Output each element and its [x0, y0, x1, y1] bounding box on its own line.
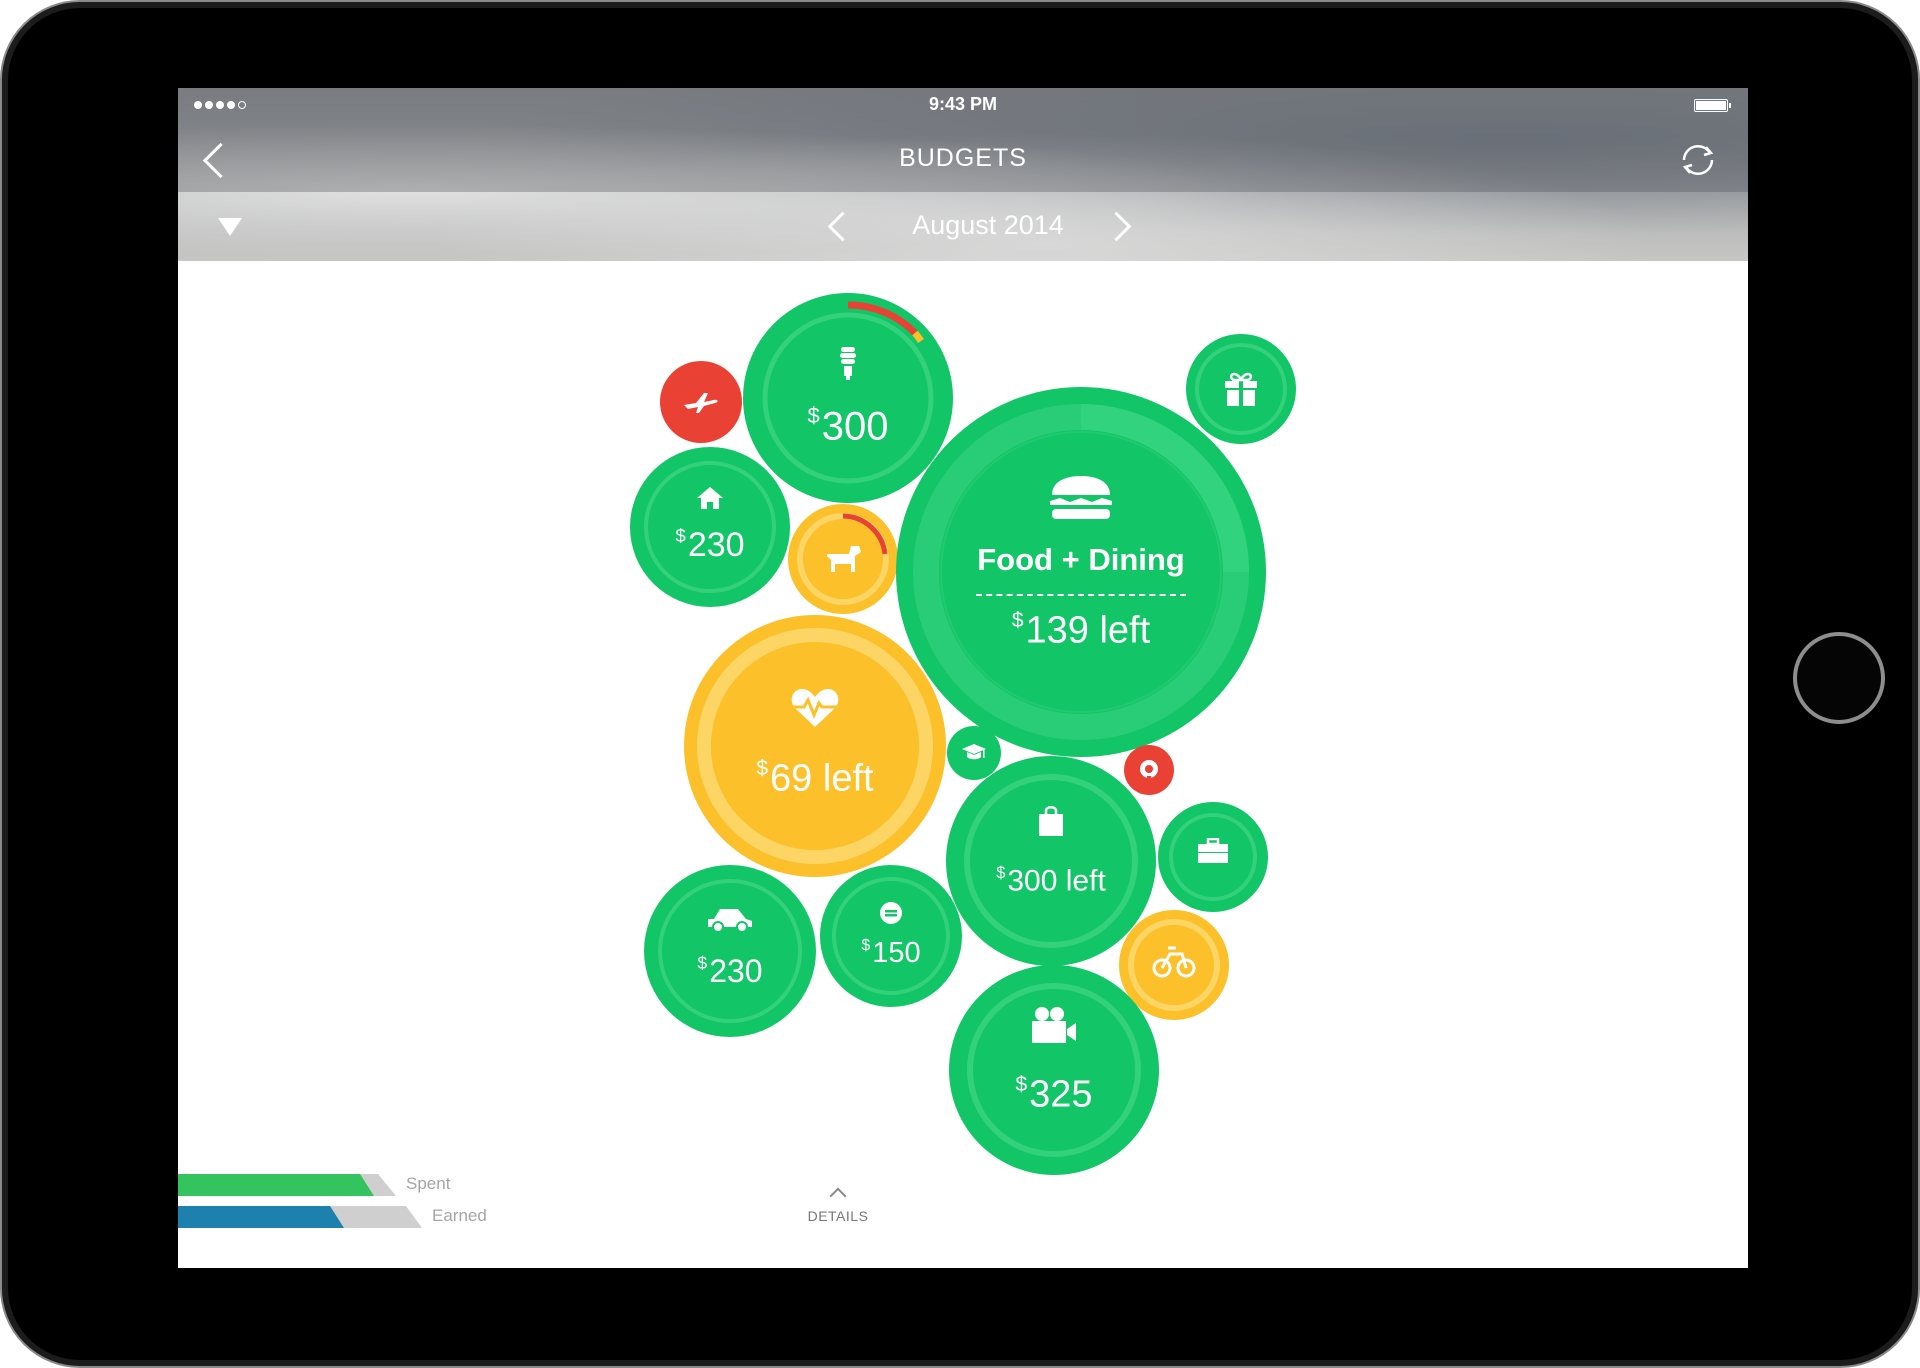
- graduation-cap-icon: [962, 744, 986, 760]
- earned-label: Earned: [432, 1206, 487, 1225]
- previous-month-chevron-icon[interactable]: [827, 211, 858, 242]
- budget-bubble-gifts[interactable]: [1186, 334, 1296, 444]
- shopping-amount: $300 left: [996, 864, 1106, 898]
- budget-bubble-kids[interactable]: [1119, 910, 1229, 1020]
- status-bar: 9:43 PM: [178, 88, 1748, 124]
- filter-triangle-icon[interactable]: [218, 218, 242, 236]
- budget-bubble-education[interactable]: [947, 726, 1001, 780]
- dog-icon: [827, 546, 861, 572]
- food-dining-divider: [976, 594, 1186, 596]
- earned-bar: [178, 1206, 344, 1228]
- entertainment-amount: $325: [1015, 1073, 1093, 1116]
- auto-amount: $230: [697, 953, 763, 990]
- home-button[interactable]: [1793, 632, 1885, 724]
- burger-icon: [1050, 476, 1112, 519]
- header-background: [178, 88, 1748, 261]
- budget-bubble-utilities[interactable]: $300: [743, 293, 953, 503]
- budget-bubble-home[interactable]: $230: [630, 447, 790, 607]
- utilities-progress-ring: [762, 301, 934, 484]
- budget-bubble-personal-care[interactable]: [1124, 745, 1174, 795]
- gift-icon: [1225, 372, 1257, 406]
- fees-amount: $150: [861, 937, 921, 969]
- signal-strength-icon: [194, 101, 246, 109]
- heart-pulse-icon: [791, 689, 839, 727]
- home-amount: $230: [675, 525, 745, 565]
- hair-dryer-icon: [1140, 760, 1158, 781]
- details-label: DETAILS: [807, 1208, 869, 1224]
- tricycle-icon: [1152, 946, 1196, 978]
- budget-bubble-travel[interactable]: [660, 361, 742, 443]
- spent-bar: [178, 1174, 374, 1196]
- budget-bubble-business[interactable]: [1158, 802, 1268, 912]
- airplane-icon: [684, 393, 718, 413]
- house-icon: [697, 487, 723, 509]
- budget-bubble-food-dining[interactable]: Food + Dining $139 left: [896, 387, 1266, 757]
- budget-bubble-auto[interactable]: $230: [644, 865, 816, 1037]
- fees-icon: [880, 902, 902, 924]
- briefcase-icon: [1198, 838, 1228, 863]
- lightbulb-icon: [840, 347, 856, 380]
- budget-bubble-pets[interactable]: [788, 504, 898, 614]
- details-button[interactable]: DETAILS: [788, 1182, 888, 1224]
- food-dining-amount: $139 left: [1011, 609, 1151, 652]
- month-label: August 2014: [912, 210, 1064, 240]
- food-dining-title: Food + Dining: [977, 542, 1185, 577]
- shopping-bag-icon: [1039, 806, 1063, 836]
- utilities-amount: $300: [807, 403, 889, 449]
- month-selector: August 2014: [178, 192, 1748, 261]
- spent-earned-legend: Spent Earned: [178, 1174, 598, 1234]
- car-icon: [708, 909, 752, 933]
- budget-bubble-health[interactable]: $69 left: [684, 615, 946, 877]
- status-time: 9:43 PM: [928, 94, 998, 114]
- budget-bubble-entertainment[interactable]: $325: [949, 965, 1159, 1175]
- video-camera-icon: [1032, 1007, 1076, 1043]
- battery-icon: [1694, 99, 1731, 112]
- budget-bubble-fees[interactable]: $150: [820, 865, 962, 1007]
- budget-bubble-shopping[interactable]: $300 left: [946, 756, 1156, 966]
- health-amount: $69 left: [756, 757, 874, 800]
- chevron-up-icon: [829, 1187, 847, 1205]
- spent-label: Spent: [406, 1174, 451, 1193]
- screen: 9:43 PM BUDGETS August 2014: [178, 88, 1748, 1268]
- sync-icon[interactable]: [1676, 138, 1720, 182]
- nav-bar: BUDGETS: [178, 124, 1748, 192]
- page-title: BUDGETS: [899, 144, 1027, 172]
